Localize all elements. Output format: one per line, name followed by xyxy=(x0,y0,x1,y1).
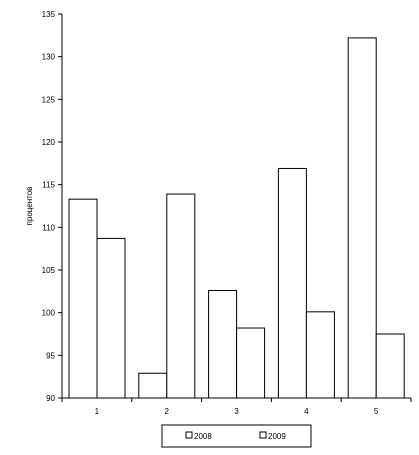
legend-swatch-2009 xyxy=(259,431,267,439)
bar-2009-5 xyxy=(375,333,405,399)
legend-swatch-2008 xyxy=(185,431,193,439)
y-tick-label: 105 xyxy=(42,266,56,275)
bars xyxy=(68,37,405,399)
x-tick-label: 1 xyxy=(95,407,100,416)
y-tick-label: 95 xyxy=(46,351,55,360)
y-tick-label: 135 xyxy=(42,10,56,19)
bar-2009-4 xyxy=(305,311,335,399)
y-axis-label: процентов xyxy=(25,187,34,226)
bar-2008-1 xyxy=(68,198,98,399)
bar-2008-2 xyxy=(138,372,168,399)
bar-2009-3 xyxy=(236,327,266,399)
x-tick-label: 4 xyxy=(304,407,309,416)
bar-2008-3 xyxy=(208,289,238,399)
legend-label-2009: 2009 xyxy=(268,432,286,441)
x-tick-label: 2 xyxy=(164,407,169,416)
legend-box xyxy=(161,424,312,448)
y-tick-label: 110 xyxy=(42,223,55,232)
legend: 2008 2009 xyxy=(161,424,312,448)
bar-2009-2 xyxy=(166,193,196,399)
bar-2008-4 xyxy=(277,167,307,399)
y-tick-label: 120 xyxy=(42,138,56,147)
legend-label-2008: 2008 xyxy=(194,432,212,441)
y-tick-label: 125 xyxy=(42,95,56,104)
bar-2009-1 xyxy=(96,237,126,399)
bar-2008-5 xyxy=(347,37,377,399)
y-axis: 90 95 100 105 110 115 120 125 130 135 xyxy=(42,10,63,403)
y-tick-label: 100 xyxy=(42,309,56,318)
y-tick-label: 90 xyxy=(46,394,55,403)
y-tick-label: 115 xyxy=(42,181,55,190)
x-tick-label: 3 xyxy=(234,407,239,416)
x-axis: 1 2 3 4 5 xyxy=(61,397,412,416)
y-tick-label: 130 xyxy=(42,53,56,62)
x-tick-label: 5 xyxy=(374,407,379,416)
